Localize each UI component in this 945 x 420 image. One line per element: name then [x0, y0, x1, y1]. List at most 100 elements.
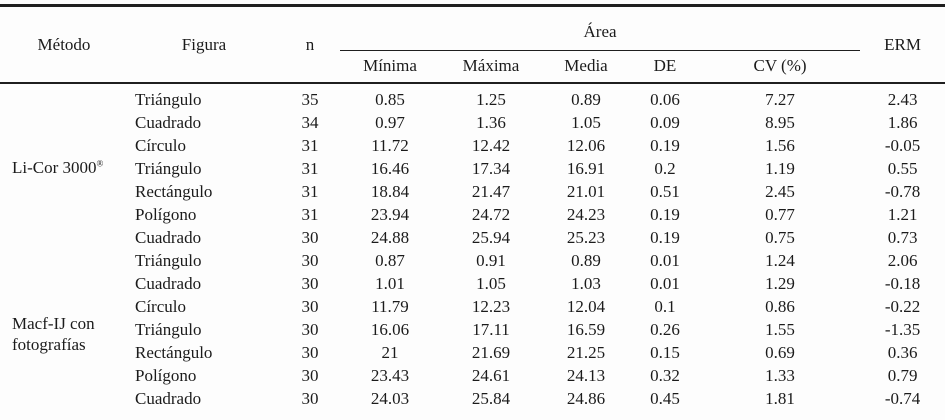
cell-minima: 24.03 — [370, 388, 410, 408]
table-row: Li-Cor 3000® Triángulo 35 0.85 1.25 0.89 0.06 7… — [0, 83, 945, 178]
cell-media: 16.59 — [566, 319, 606, 339]
cell-erm: -1.35 — [884, 319, 921, 339]
table-row: Círculo 30 11.79 12.23 12.04 0.1 0.86 -0.22 — [0, 295, 945, 318]
cell-figura: Círculo — [135, 296, 186, 316]
col-header-minima: Mínima — [340, 50, 440, 84]
cell-media: 12.06 — [566, 135, 606, 155]
cell-maxima: 1.05 — [476, 273, 506, 293]
cell-media: 0.89 — [571, 250, 601, 270]
cell-n: 31 — [301, 135, 319, 155]
cell-de: 0.51 — [650, 181, 680, 201]
cell-n: 30 — [301, 365, 319, 385]
cell-cv: 1.56 — [765, 135, 795, 155]
table-header: Método Figura n Área ERM Mínima Máxima M… — [0, 5, 945, 84]
cell-erm: 0.73 — [887, 227, 918, 247]
cell-de: 0.06 — [650, 89, 680, 109]
cell-n: 34 — [301, 112, 319, 132]
cell-erm: 1.86 — [887, 112, 918, 132]
cell-media: 24.13 — [566, 365, 606, 385]
col-header-figura: Figura — [128, 5, 280, 84]
cell-cv: 8.95 — [765, 112, 795, 132]
cell-erm: -0.74 — [884, 388, 921, 408]
cell-de: 0.19 — [650, 227, 680, 247]
col-header-de: DE — [630, 50, 700, 84]
cell-figura: Triángulo — [135, 89, 202, 109]
cell-cv: 1.33 — [765, 365, 795, 385]
cell-cv: 1.24 — [765, 250, 795, 270]
table-body: Li-Cor 3000® Triángulo 35 0.85 1.25 0.89 0.06 7… — [0, 83, 945, 420]
cell-minima: 1.01 — [375, 273, 405, 293]
cell-n: 35 — [301, 89, 319, 109]
cell-maxima: 12.23 — [471, 296, 511, 316]
cell-minima: 0.87 — [375, 250, 405, 270]
cell-erm: 2.43 — [887, 89, 918, 109]
cell-cv: 1.55 — [765, 319, 795, 339]
cell-figura: Rectángulo — [135, 181, 213, 201]
cell-media: 21.01 — [566, 181, 606, 201]
table-row: Cuadrado 30 24.03 25.84 24.86 0.45 1.81 -0.74 — [0, 387, 945, 420]
cell-minima: 23.43 — [370, 365, 410, 385]
cell-erm: 1.21 — [887, 204, 918, 224]
cell-n: 30 — [301, 250, 319, 270]
cell-minima: 11.72 — [371, 135, 409, 155]
cell-maxima: 24.72 — [471, 204, 511, 224]
cell-figura: Polígono — [135, 204, 197, 224]
cell-figura: Polígono — [135, 365, 197, 385]
cell-erm: -0.05 — [884, 135, 921, 155]
cell-de: 0.2 — [654, 158, 676, 178]
cell-erm: -0.22 — [884, 296, 921, 316]
table-row: Triángulo 30 16.06 17.11 16.59 0.26 1.55 -1.35 — [0, 318, 945, 341]
cell-figura: Cuadrado — [135, 227, 202, 247]
cell-cv: 1.81 — [765, 388, 795, 408]
cell-n: 31 — [301, 181, 319, 201]
cell-maxima: 21.47 — [471, 181, 511, 201]
cell-minima: 18.84 — [370, 181, 410, 201]
cell-n: 30 — [301, 273, 319, 293]
cell-minima: 0.97 — [375, 112, 405, 132]
registered-trademark-mark: ® — [96, 158, 104, 169]
cell-media: 1.05 — [571, 112, 601, 132]
cell-n: 30 — [301, 342, 319, 362]
cell-maxima: 17.11 — [472, 319, 510, 339]
cell-cv: 0.75 — [765, 227, 795, 247]
cell-maxima: 17.34 — [471, 158, 511, 178]
cell-de: 0.15 — [650, 342, 680, 362]
cell-media: 25.23 — [566, 227, 606, 247]
col-header-metodo: Método — [0, 5, 128, 84]
cell-n: 30 — [301, 227, 319, 247]
cell-maxima: 0.91 — [476, 250, 506, 270]
cell-maxima: 25.94 — [471, 227, 511, 247]
cell-media: 0.89 — [571, 89, 601, 109]
cell-figura: Triángulo — [135, 250, 202, 270]
table-row: Polígono 30 23.43 24.61 24.13 0.32 1.33 0.79 — [0, 364, 945, 387]
cell-media: 12.04 — [566, 296, 606, 316]
cell-figura: Cuadrado — [135, 112, 202, 132]
cell-minima: 23.94 — [370, 204, 410, 224]
cell-minima: 11.79 — [371, 296, 409, 316]
cell-n: 30 — [301, 296, 319, 316]
cell-minima: 24.88 — [370, 227, 410, 247]
cell-de: 0.19 — [650, 135, 680, 155]
cell-media: 24.23 — [566, 204, 606, 224]
cell-media: 24.86 — [566, 388, 606, 408]
cell-minima: 16.46 — [370, 158, 410, 178]
col-header-maxima: Máxima — [440, 50, 542, 84]
cell-de: 0.45 — [650, 388, 680, 408]
results-table: Método Figura n Área ERM Mínima Máxima M… — [0, 4, 945, 420]
table-row: Rectángulo 31 18.84 21.47 21.01 0.51 2.45 -0.78 — [0, 180, 945, 203]
cell-cv: 2.45 — [765, 181, 795, 201]
cell-media: 21.25 — [566, 342, 606, 362]
table-row: Cuadrado 30 1.01 1.05 1.03 0.01 1.29 -0.18 — [0, 272, 945, 295]
cell-de: 0.09 — [650, 112, 680, 132]
cell-figura: Rectángulo — [135, 342, 213, 362]
cell-erm: -0.18 — [884, 273, 921, 293]
cell-de: 0.01 — [650, 250, 680, 270]
cell-figura: Triángulo — [135, 319, 202, 339]
table-row: Polígono 31 23.94 24.72 24.23 0.19 0.77 1.21 — [0, 203, 945, 226]
cell-maxima: 1.36 — [476, 112, 506, 132]
cell-maxima: 1.25 — [476, 89, 506, 109]
cell-erm: 2.06 — [887, 250, 918, 270]
cell-minima: 16.06 — [370, 319, 410, 339]
col-header-area-group: Área — [340, 5, 861, 51]
cell-maxima: 12.42 — [471, 135, 511, 155]
